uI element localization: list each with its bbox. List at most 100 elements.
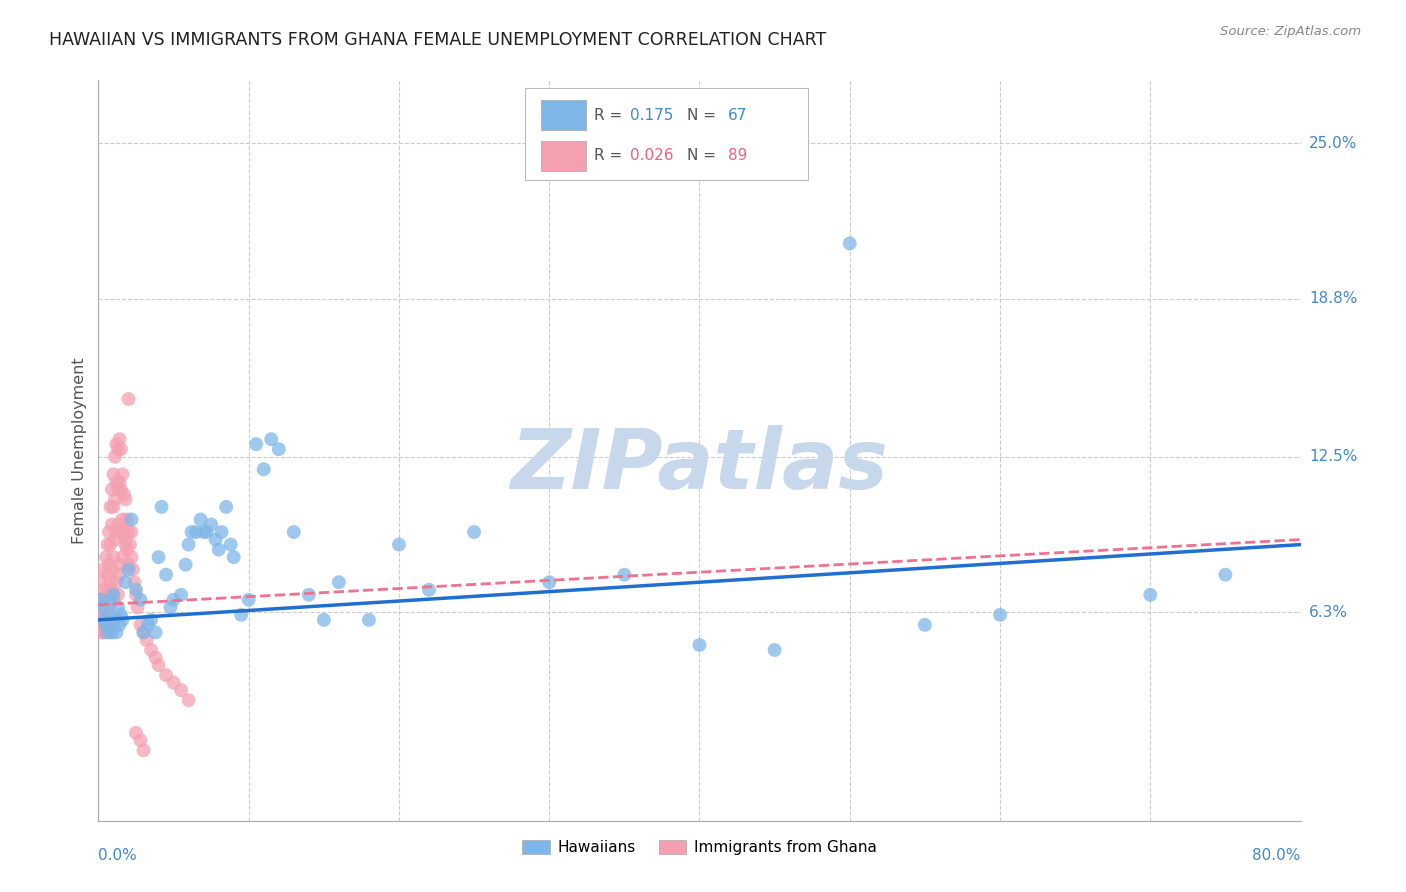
Point <box>135 632 157 647</box>
Point <box>111 512 134 526</box>
Point <box>90 613 112 627</box>
Point <box>104 533 127 547</box>
Point <box>103 550 125 565</box>
Point <box>114 538 136 552</box>
Point <box>94 613 117 627</box>
Point <box>100 592 122 607</box>
Point <box>114 575 136 590</box>
Point <box>100 500 122 514</box>
Point <box>177 693 200 707</box>
Text: 12.5%: 12.5% <box>1309 450 1357 464</box>
Point <box>96 625 118 640</box>
Point <box>91 607 114 622</box>
Text: 0.0%: 0.0% <box>98 848 138 863</box>
Point <box>132 743 155 757</box>
Point <box>94 550 117 565</box>
Text: 67: 67 <box>728 108 748 122</box>
Point <box>117 558 139 572</box>
Point <box>118 538 141 552</box>
Text: R =: R = <box>593 148 627 163</box>
Point <box>688 638 710 652</box>
Point <box>100 625 122 640</box>
Point <box>115 542 138 557</box>
Text: 0.175: 0.175 <box>630 108 673 122</box>
Point <box>129 592 152 607</box>
Point <box>90 575 112 590</box>
Point <box>111 467 134 482</box>
Point <box>174 558 197 572</box>
Point <box>101 483 124 497</box>
Point <box>97 558 120 572</box>
Point <box>93 600 115 615</box>
Point <box>111 613 134 627</box>
Point <box>110 524 132 539</box>
Point <box>190 512 212 526</box>
Point <box>117 524 139 539</box>
Point <box>124 575 146 590</box>
Point <box>100 575 122 590</box>
Point <box>463 524 485 539</box>
Point <box>139 643 162 657</box>
Point <box>150 500 173 514</box>
Point <box>90 592 112 607</box>
Point <box>97 600 120 615</box>
Point <box>613 567 636 582</box>
Point <box>121 512 143 526</box>
Point <box>177 538 200 552</box>
Point <box>103 500 125 514</box>
Point <box>357 613 380 627</box>
Point <box>145 650 167 665</box>
Point <box>115 512 138 526</box>
Point <box>103 588 125 602</box>
Point <box>96 538 118 552</box>
Point <box>1139 588 1161 602</box>
Point <box>121 524 143 539</box>
Point <box>148 550 170 565</box>
Point <box>195 524 218 539</box>
Point <box>204 533 226 547</box>
Point <box>105 437 128 451</box>
Point <box>110 483 132 497</box>
Point <box>93 613 115 627</box>
Point <box>105 575 128 590</box>
Text: N =: N = <box>688 108 721 122</box>
Point <box>94 592 117 607</box>
Point <box>253 462 276 476</box>
Point <box>914 618 936 632</box>
Point <box>108 618 131 632</box>
Point <box>267 442 290 457</box>
Point <box>91 592 114 607</box>
Point <box>129 618 152 632</box>
Text: N =: N = <box>688 148 721 163</box>
Y-axis label: Female Unemployment: Female Unemployment <box>72 357 87 544</box>
Point <box>215 500 238 514</box>
Point <box>129 733 152 747</box>
Point <box>122 563 145 577</box>
Point <box>110 558 132 572</box>
Point <box>328 575 350 590</box>
Text: HAWAIIAN VS IMMIGRANTS FROM GHANA FEMALE UNEMPLOYMENT CORRELATION CHART: HAWAIIAN VS IMMIGRANTS FROM GHANA FEMALE… <box>49 31 827 49</box>
Point <box>104 492 127 507</box>
Point <box>1215 567 1237 582</box>
Point <box>222 550 245 565</box>
Point <box>112 487 135 501</box>
Point <box>89 618 111 632</box>
Point <box>101 563 124 577</box>
FancyBboxPatch shape <box>526 87 807 180</box>
Point <box>101 582 124 597</box>
Point <box>103 592 125 607</box>
Point <box>162 675 184 690</box>
Point <box>231 607 253 622</box>
Point <box>93 582 115 597</box>
Point <box>107 517 129 532</box>
Point <box>111 550 134 565</box>
Point <box>91 625 114 640</box>
Text: ZIPatlas: ZIPatlas <box>510 425 889 506</box>
Point <box>148 658 170 673</box>
Point <box>94 588 117 602</box>
Point <box>117 563 139 577</box>
Point <box>103 467 125 482</box>
Point <box>110 442 132 457</box>
Point <box>312 613 335 627</box>
Point <box>89 592 111 607</box>
